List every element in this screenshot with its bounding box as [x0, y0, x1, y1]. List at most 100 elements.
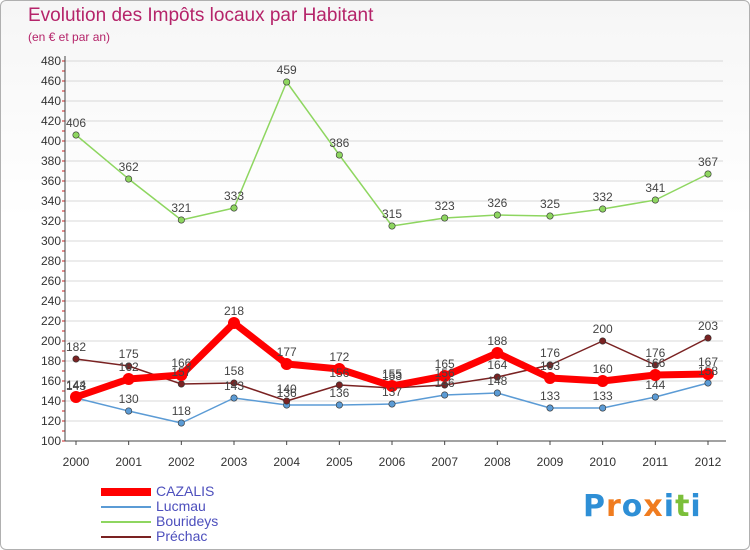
data-point-prechac [335, 381, 343, 389]
data-point-cazalis [438, 370, 451, 382]
data-label-prechac: 164 [487, 358, 507, 372]
y-tick-label: 440 [41, 94, 61, 108]
legend-swatch-lucmau [101, 506, 151, 508]
legend-swatch-bourideys [101, 521, 151, 523]
data-label-cazalis: 177 [277, 345, 297, 359]
data-label-cazalis: 163 [540, 359, 560, 373]
data-label-bourideys: 406 [66, 116, 86, 130]
data-point-lucmau [335, 401, 343, 409]
data-point-lucmau [704, 379, 712, 387]
data-label-prechac: 140 [277, 382, 297, 396]
data-label-cazalis: 218 [224, 304, 244, 318]
data-point-prechac [72, 355, 80, 363]
data-label-lucmau: 133 [593, 389, 613, 403]
y-tick-label: 300 [41, 234, 61, 248]
logo-letter: r [606, 489, 622, 524]
y-tick-label: 100 [41, 434, 61, 448]
data-label-cazalis: 160 [593, 362, 613, 376]
data-point-prechac [704, 334, 712, 342]
data-label-bourideys: 326 [487, 196, 507, 210]
y-tick-label: 220 [41, 314, 61, 328]
data-label-cazalis: 172 [329, 350, 349, 364]
y-tick-label: 140 [41, 394, 61, 408]
data-point-lucmau [125, 407, 133, 415]
data-label-lucmau: 158 [698, 364, 718, 378]
data-label-prechac: 203 [698, 319, 718, 333]
data-label-cazalis: 166 [645, 356, 665, 370]
data-label-cazalis: 162 [119, 360, 139, 374]
x-tick-label: 2010 [589, 455, 616, 469]
chart-title: Evolution des Impôts locaux par Habitant [28, 5, 374, 26]
y-tick-label: 200 [41, 334, 61, 348]
x-tick-label: 2008 [484, 455, 511, 469]
data-label-prechac: 176 [540, 346, 560, 360]
data-label-bourideys: 332 [593, 190, 613, 204]
data-point-lucmau [546, 404, 554, 412]
data-point-bourideys [335, 151, 343, 159]
data-label-prechac: 176 [645, 346, 665, 360]
data-label-cazalis: 166 [171, 356, 191, 370]
data-label-lucmau: 130 [119, 392, 139, 406]
data-point-cazalis [175, 369, 188, 381]
logo-letter: P [583, 489, 606, 524]
x-tick-label: 2000 [63, 455, 90, 469]
x-tick-label: 2012 [695, 455, 722, 469]
x-tick-label: 2001 [115, 455, 142, 469]
data-point-prechac [283, 397, 291, 405]
data-point-lucmau [651, 393, 659, 401]
data-label-lucmau: 136 [329, 386, 349, 400]
data-point-bourideys [493, 211, 501, 219]
x-tick-label: 2002 [168, 455, 195, 469]
data-point-cazalis [386, 380, 398, 392]
data-point-prechac [651, 361, 659, 369]
y-tick-label: 360 [41, 174, 61, 188]
data-point-lucmau [177, 419, 185, 427]
data-label-bourideys: 315 [382, 207, 402, 221]
data-point-cazalis [333, 363, 346, 375]
data-label-bourideys: 386 [329, 136, 349, 150]
data-point-lucmau [230, 394, 238, 402]
data-point-bourideys [704, 170, 712, 178]
data-point-bourideys [125, 175, 133, 183]
data-label-bourideys: 367 [698, 155, 718, 169]
data-point-prechac [546, 361, 554, 369]
data-point-bourideys [230, 204, 238, 212]
data-point-prechac [599, 337, 607, 345]
data-point-bourideys [546, 212, 554, 220]
data-label-cazalis: 167 [698, 355, 718, 369]
data-point-cazalis [491, 347, 504, 359]
data-point-bourideys [441, 214, 449, 222]
data-point-lucmau [441, 391, 449, 399]
data-point-prechac [177, 380, 185, 388]
y-tick-label: 320 [41, 214, 61, 228]
data-point-prechac [230, 379, 238, 387]
x-tick-label: 2003 [221, 455, 248, 469]
data-point-bourideys [177, 216, 185, 224]
data-point-bourideys [651, 196, 659, 204]
data-label-bourideys: 321 [171, 201, 191, 215]
data-point-bourideys [388, 222, 396, 230]
data-point-cazalis [544, 372, 556, 384]
y-tick-label: 420 [41, 114, 61, 128]
data-label-lucmau: 146 [435, 376, 455, 390]
logo-letter: t [675, 489, 691, 524]
data-label-prechac: 182 [66, 340, 86, 354]
proxiti-logo: Proxiti [583, 489, 702, 524]
data-label-lucmau: 136 [277, 386, 297, 400]
data-label-prechac: 157 [171, 365, 191, 379]
legend-label-prechac: Préchac [156, 528, 208, 544]
data-point-lucmau [388, 400, 396, 408]
data-label-prechac: 156 [435, 366, 455, 380]
y-tick-label: 240 [41, 294, 61, 308]
x-tick-label: 2005 [326, 455, 353, 469]
data-label-bourideys: 362 [119, 160, 139, 174]
data-label-bourideys: 333 [224, 189, 244, 203]
y-tick-label: 480 [41, 54, 61, 68]
data-label-bourideys: 341 [645, 181, 665, 195]
data-label-cazalis: 188 [487, 334, 507, 348]
y-tick-label: 340 [41, 194, 61, 208]
logo-letter: o [621, 489, 644, 524]
data-label-lucmau: 143 [66, 379, 86, 393]
y-tick-label: 160 [41, 374, 61, 388]
